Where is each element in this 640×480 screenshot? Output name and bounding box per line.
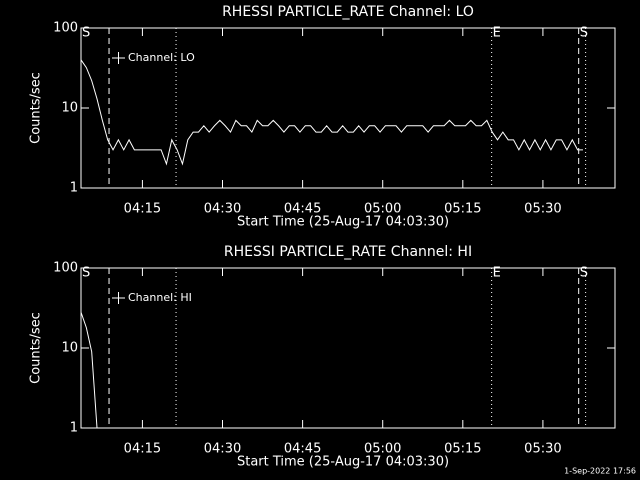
y-tick-label: 1 [70, 181, 78, 196]
x-tick-label: 05:00 [364, 202, 401, 217]
y-axis-label: Counts/sec [29, 72, 44, 144]
marker-label: E [493, 266, 501, 281]
x-axis-label: Start Time (25-Aug-17 04:03:30) [237, 215, 449, 230]
x-tick-label: 04:30 [204, 202, 241, 217]
y-tick-label: 1 [70, 421, 78, 436]
x-tick-label: 04:15 [124, 202, 161, 217]
y-tick-label: 10 [61, 341, 78, 356]
x-tick-label: 05:30 [524, 442, 561, 457]
marker-label: S [82, 26, 90, 41]
marker-label: S [82, 266, 90, 281]
y-tick-label: 100 [53, 21, 78, 36]
legend-label: Channel: LO [128, 51, 195, 64]
marker-label: S [580, 26, 588, 41]
x-tick-label: 04:15 [124, 442, 161, 457]
x-tick-label: 05:15 [444, 202, 481, 217]
footer: 1-Sep-2022 17:56 [564, 467, 636, 476]
data-line [81, 59, 583, 166]
y-axis-label: Counts/sec [29, 312, 44, 384]
panel: RHESSI PARTICLE_RATE Channel: HI 1 10 100 04… [29, 244, 616, 470]
x-tick-label: 04:45 [284, 442, 321, 457]
x-axis-label: Start Time (25-Aug-17 04:03:30) [237, 455, 449, 470]
marker-label: S [580, 266, 588, 281]
marker-label: E [493, 26, 501, 41]
y-tick-label: 100 [53, 261, 78, 276]
x-tick-label: 04:30 [204, 442, 241, 457]
chart-title: RHESSI PARTICLE_RATE Channel: LO [222, 4, 474, 20]
legend-label: Channel: HI [128, 291, 192, 304]
panel: RHESSI PARTICLE_RATE Channel: LO 1 10 100 04… [29, 4, 616, 230]
data-line [81, 312, 98, 428]
x-tick-label: 05:00 [364, 442, 401, 457]
x-tick-label: 04:45 [284, 202, 321, 217]
y-tick-label: 10 [61, 101, 78, 116]
x-tick-label: 05:15 [444, 442, 481, 457]
chart-title: RHESSI PARTICLE_RATE Channel: HI [224, 244, 472, 260]
x-tick-label: 05:30 [524, 202, 561, 217]
